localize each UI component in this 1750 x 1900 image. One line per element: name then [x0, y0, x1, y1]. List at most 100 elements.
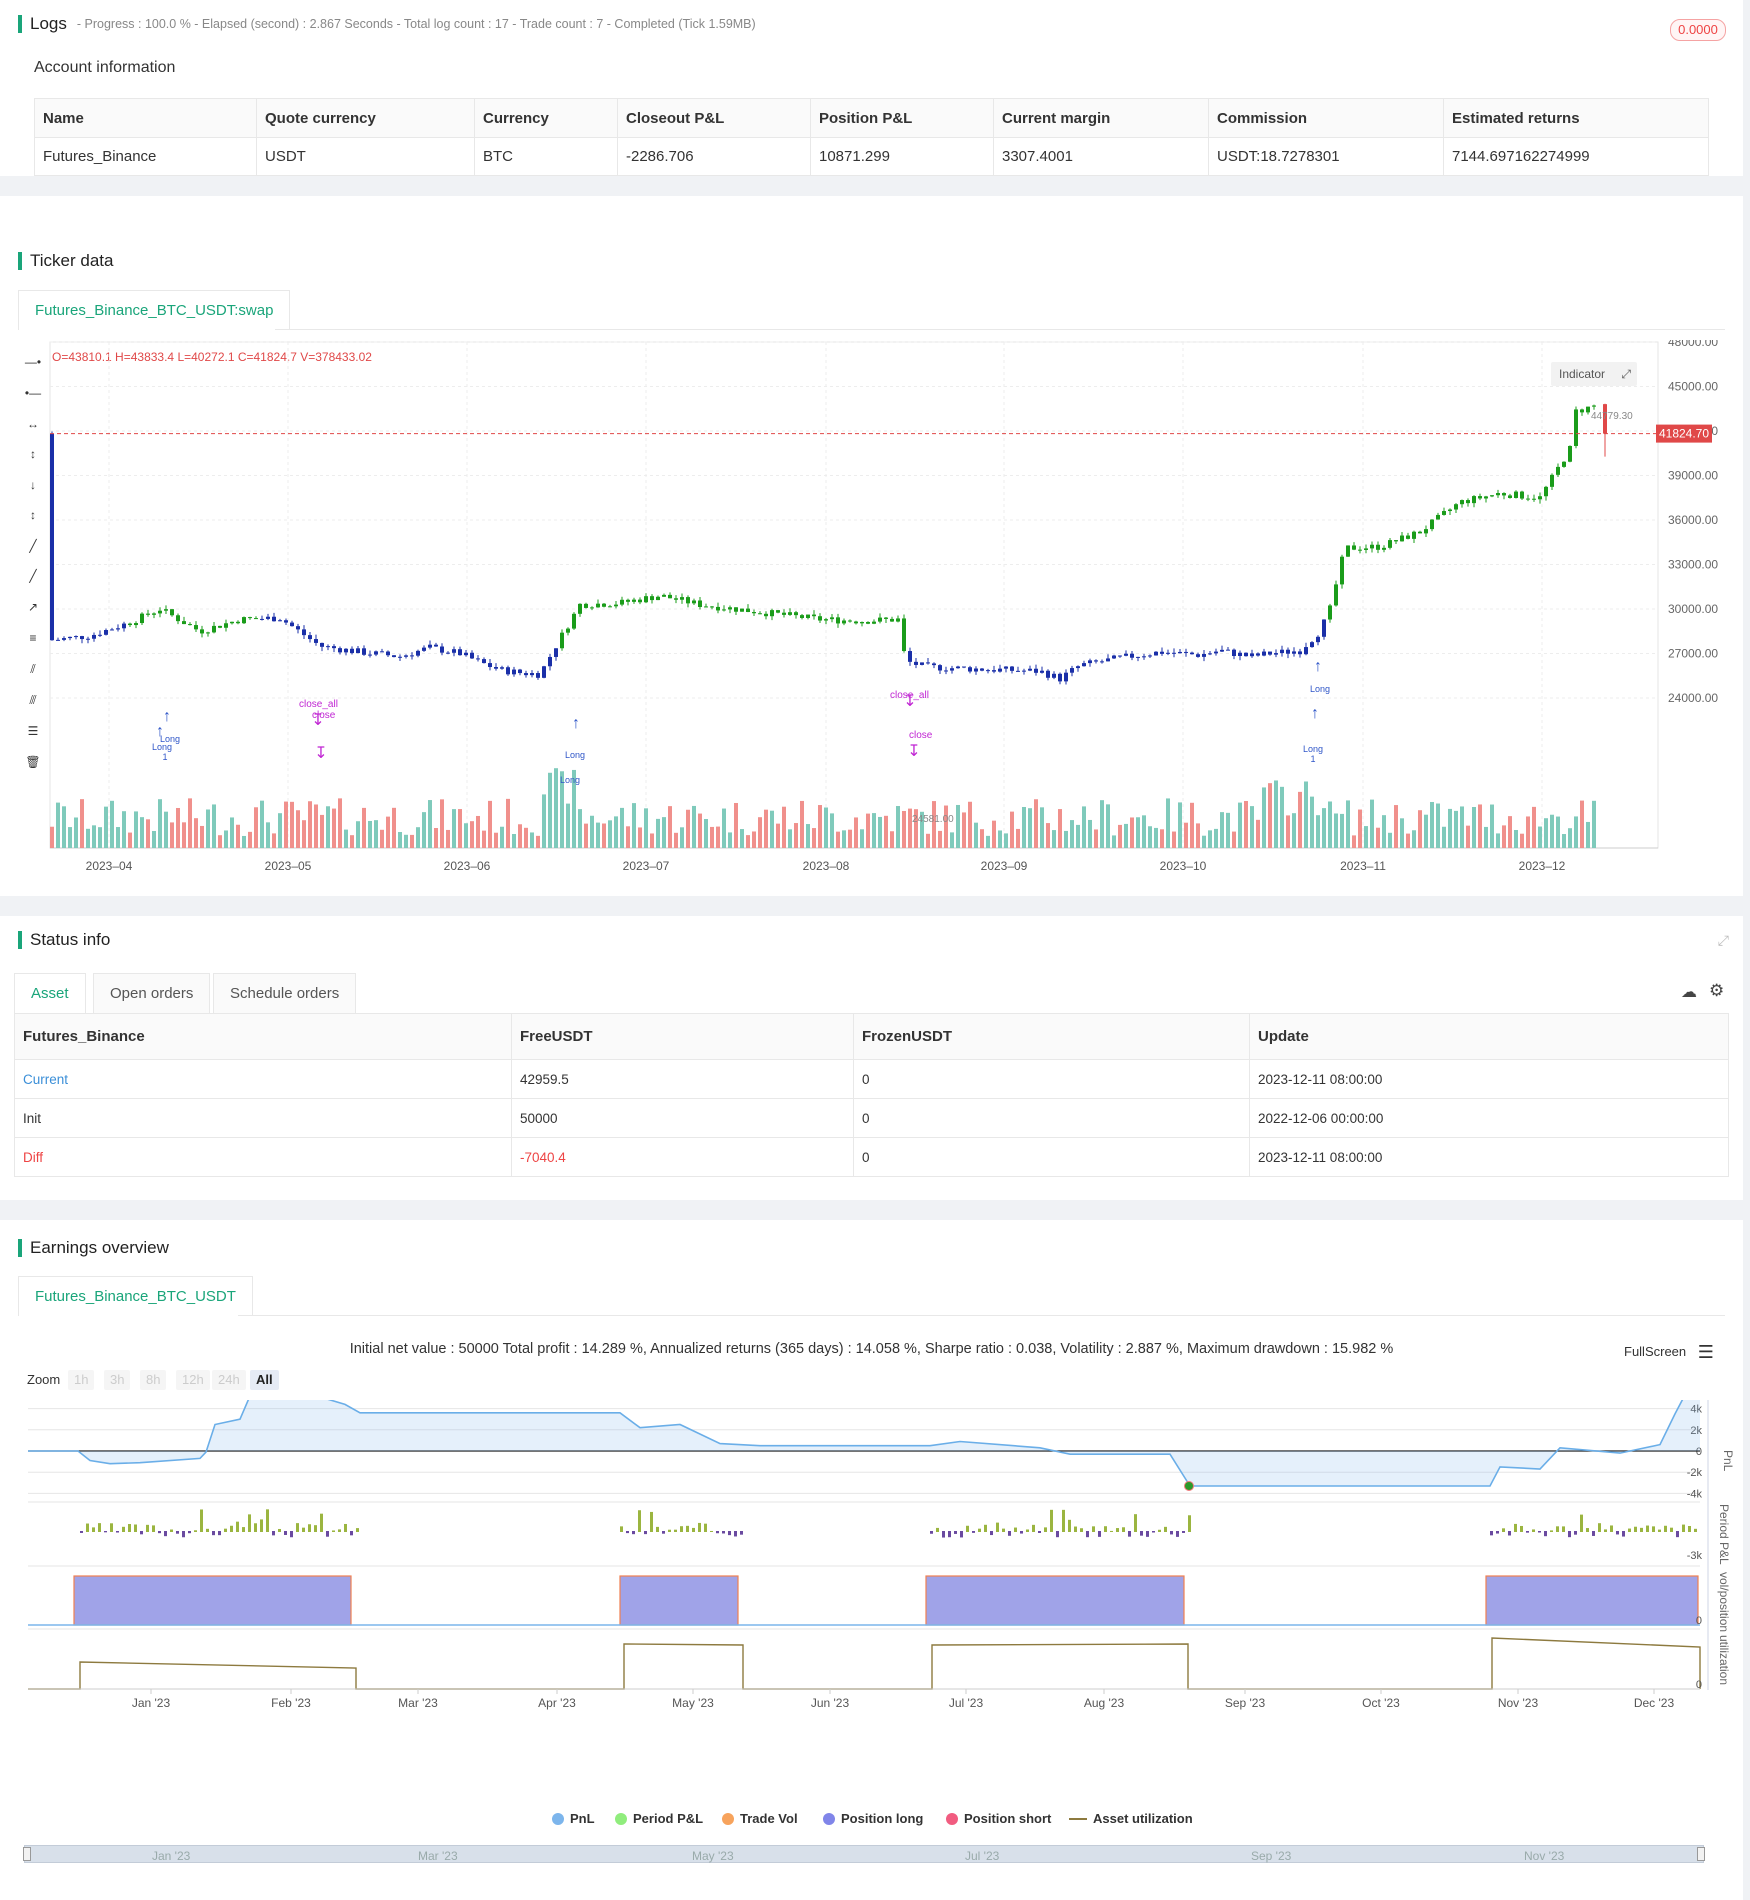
candle-body	[1256, 653, 1260, 656]
legend-asset-utilization[interactable]: Asset utilization	[1069, 1811, 1193, 1826]
trend-line-icon[interactable]: ╱	[29, 539, 37, 553]
legend-pnl[interactable]: PnL	[552, 1811, 595, 1826]
candle-body	[248, 617, 252, 619]
navigator[interactable]	[23, 1845, 1705, 1863]
candle-body	[1274, 653, 1278, 655]
candle-body	[302, 629, 306, 636]
zoom-8h-button[interactable]: 8h	[140, 1370, 167, 1390]
legend-position-short[interactable]: Position short	[946, 1811, 1051, 1826]
parallel-line-icon[interactable]: ⫽	[30, 662, 36, 676]
collapse-icon[interactable]: ⤢	[1717, 932, 1729, 948]
ray-line-icon[interactable]: ╱	[29, 569, 37, 583]
period-pnl-bar	[996, 1522, 999, 1532]
indicator-button[interactable]: Indicator ⤢	[1551, 362, 1637, 386]
volume-bar	[998, 830, 1002, 848]
fullscreen-button[interactable]: FullScreen ☰	[1624, 1342, 1714, 1363]
volume-bar	[1172, 831, 1176, 848]
period-pnl-bar	[1676, 1531, 1679, 1538]
period-pnl-bar	[704, 1523, 707, 1532]
volume-bar	[80, 799, 84, 848]
volume-bar	[1508, 816, 1512, 848]
volume-bar	[638, 827, 642, 848]
section-marker	[18, 252, 22, 270]
tab-schedule-orders[interactable]: Schedule orders	[213, 973, 357, 1013]
table-row: Init 50000 0 2022-12-06 00:00:00	[14, 1098, 1729, 1138]
volume-bar	[1082, 806, 1086, 848]
navigator-handle-right[interactable]	[1697, 1847, 1705, 1861]
period-pnl-bar	[1646, 1525, 1649, 1532]
fibonacci-icon[interactable]: ⫻	[29, 693, 37, 707]
zoom-all-button[interactable]: All	[250, 1370, 279, 1390]
volume-bar	[290, 801, 294, 848]
legend-label: PnL	[570, 1811, 595, 1826]
volume-bar	[494, 832, 498, 848]
period-pnl-bar	[128, 1524, 131, 1532]
indicator-label: Indicator	[1559, 367, 1606, 381]
tab-asset[interactable]: Asset	[14, 973, 86, 1013]
segment-icon[interactable]: ↗	[27, 600, 39, 614]
volume-bar	[350, 835, 354, 848]
tab-open-orders[interactable]: Open orders	[93, 973, 211, 1013]
candlestick-chart[interactable]: 48000.0045000.0042000.0039000.0036000.00…	[0, 340, 1743, 880]
menu-icon[interactable]: ☰	[1697, 1342, 1714, 1362]
zoom-1h-button[interactable]: 1h	[68, 1370, 95, 1390]
volume-bar	[434, 828, 438, 848]
vertical-line-icon[interactable]: ↕	[30, 447, 36, 461]
volume-bar	[1040, 807, 1044, 848]
volume-bar	[1112, 835, 1116, 848]
navigator-handle-left[interactable]	[23, 1847, 31, 1861]
settings-icon[interactable]: ⚙	[1709, 981, 1725, 1000]
candle-body	[1298, 651, 1302, 655]
status-header: Status info	[18, 930, 110, 950]
zoom-12h-button[interactable]: 12h	[176, 1370, 210, 1390]
candle-body	[98, 634, 102, 636]
period-pnl-bar	[1550, 1530, 1553, 1532]
volume-bar	[1118, 824, 1122, 848]
volume-bar	[1364, 826, 1368, 848]
ohlc-readout: O=43810.1 H=43833.4 L=40272.1 C=41824.7 …	[52, 350, 372, 364]
volume-bar	[1394, 805, 1398, 848]
trash-icon[interactable]: 🗑	[25, 755, 41, 769]
legend-trade-vol[interactable]: Trade Vol	[722, 1811, 798, 1826]
zoom-3h-button[interactable]: 3h	[104, 1370, 131, 1390]
volume-bar	[380, 829, 384, 848]
candle-body	[380, 651, 384, 653]
volume-bar	[296, 810, 300, 848]
col-current-margin: Current margin	[993, 98, 1209, 138]
long-annotation: Long	[152, 742, 172, 752]
volume-bar	[908, 808, 912, 848]
x-tick-label: 2023–07	[623, 859, 670, 873]
legend-position-long[interactable]: Position long	[823, 1811, 923, 1826]
volume-bar	[464, 823, 468, 848]
tab-earnings-symbol[interactable]: Futures_Binance_BTC_USDT	[18, 1276, 253, 1316]
price-label-icon[interactable]: ≡	[29, 631, 37, 645]
volume-bar	[500, 826, 504, 848]
volume-bar	[92, 825, 96, 848]
candle-body	[344, 648, 348, 653]
vertical-ray-icon[interactable]: ↓	[30, 478, 36, 492]
cell: 7144.697162274999	[1443, 137, 1709, 176]
long-annotation: Long	[1303, 744, 1323, 754]
zoom-24h-button[interactable]: 24h	[212, 1370, 246, 1390]
volume-bar	[1196, 823, 1200, 848]
horizontal-line-icon[interactable]: —•	[24, 355, 42, 369]
legend-label: Position long	[841, 1811, 924, 1826]
legend-period-pnl[interactable]: Period P&L	[615, 1811, 703, 1826]
horizontal-segment-icon[interactable]: ↔	[27, 417, 39, 431]
period-pnl-bar	[290, 1531, 293, 1538]
download-icon[interactable]: ☁	[1681, 984, 1697, 1001]
period-pnl-bar	[1140, 1531, 1143, 1536]
period-tick-label: -3k	[1687, 1550, 1703, 1562]
entry-arrow-icon: ↑	[163, 708, 171, 725]
horizontal-ray-icon[interactable]: •—	[24, 386, 42, 400]
tab-ticker-symbol[interactable]: Futures_Binance_BTC_USDT:swap	[18, 290, 291, 330]
volume-bar	[1340, 813, 1344, 848]
volume-bar	[734, 802, 738, 848]
period-pnl-bar	[1562, 1526, 1565, 1532]
period-pnl-bar	[278, 1528, 281, 1532]
vertical-segment-icon[interactable]: ↕	[30, 508, 36, 522]
candle-body	[464, 652, 468, 656]
volume-bar	[968, 801, 972, 848]
rows-icon[interactable]: ☰	[27, 724, 39, 738]
